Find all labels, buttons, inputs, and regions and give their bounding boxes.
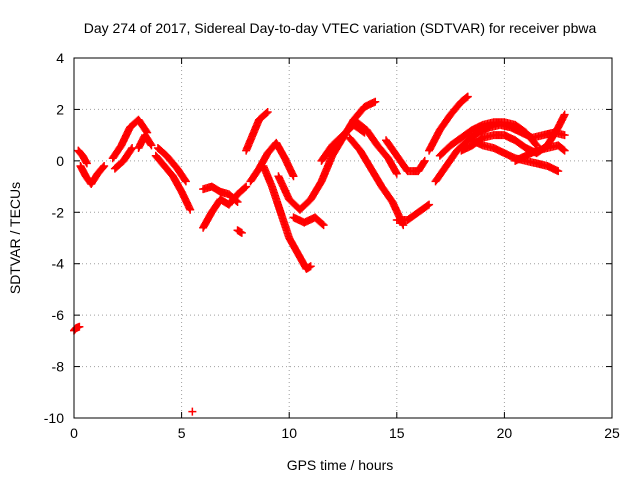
data-point: [463, 92, 472, 101]
data-point: [554, 167, 563, 176]
data-point: [242, 182, 251, 191]
x-tick-label: 0: [70, 425, 78, 441]
y-tick-label: 4: [56, 50, 64, 66]
series-track: [74, 146, 91, 168]
data-point: [318, 220, 327, 229]
data-point: [319, 221, 328, 230]
data-point: [181, 176, 190, 185]
series-track: [246, 138, 298, 186]
series-track: [134, 131, 156, 152]
series-track: [153, 144, 190, 186]
series-track: [199, 182, 242, 206]
data-point: [181, 177, 190, 186]
x-tick-label: 20: [497, 425, 513, 441]
data-point: [560, 131, 569, 140]
y-tick-label: 2: [56, 101, 64, 117]
x-axis-label: GPS time / hours: [287, 457, 394, 473]
x-tick-label: 10: [281, 425, 297, 441]
data-point: [99, 163, 108, 172]
series-track: [392, 200, 434, 224]
y-tick-label: -4: [52, 256, 65, 272]
plot-frame: [73, 57, 613, 419]
series-track: [382, 136, 429, 176]
data-point: [188, 407, 197, 416]
series-track: [233, 226, 246, 237]
series-track: [110, 144, 137, 173]
data-point: [559, 145, 568, 154]
data-point: [462, 93, 471, 102]
data-point: [423, 201, 432, 210]
data-point: [531, 140, 540, 149]
data-point: [420, 156, 429, 165]
series-track: [76, 162, 109, 188]
y-tick-label: 0: [56, 153, 64, 169]
data-point: [306, 262, 315, 271]
data-point: [371, 97, 380, 106]
y-tick-label: -8: [52, 359, 65, 375]
axis-ticks: [73, 57, 613, 419]
data-point: [262, 108, 271, 117]
data-point: [147, 141, 156, 150]
data-marks: [70, 92, 569, 416]
y-axis-label: SDTVAR / TECUs: [7, 182, 23, 294]
data-point: [237, 228, 246, 237]
series-track: [188, 407, 197, 416]
data-point: [392, 169, 401, 178]
data-point: [146, 140, 155, 149]
data-point: [82, 159, 91, 168]
data-point: [127, 145, 136, 154]
data-point: [560, 146, 569, 155]
data-point: [233, 198, 242, 206]
grid-lines: [74, 58, 612, 418]
series-track: [242, 108, 272, 155]
series-track: [151, 151, 195, 214]
series-track: [511, 141, 569, 165]
y-tick-label: -10: [44, 410, 64, 426]
series-track: [435, 118, 541, 160]
series-track: [425, 92, 472, 155]
x-tick-label: 15: [389, 425, 405, 441]
series-track: [317, 120, 369, 165]
series-track: [108, 115, 152, 163]
series-track: [259, 162, 315, 273]
x-tick-label: 5: [178, 425, 186, 441]
data-point: [425, 200, 434, 209]
series-track: [289, 213, 328, 230]
data-point: [186, 205, 195, 214]
data-point: [241, 183, 250, 192]
series-track: [345, 133, 408, 230]
y-tick-label: -6: [52, 307, 65, 323]
data-point: [75, 322, 84, 331]
data-point: [232, 197, 241, 206]
data-point: [419, 158, 428, 167]
chart-title: Day 274 of 2017, Sidereal Day-to-day VTE…: [84, 20, 597, 36]
x-tick-label: 25: [604, 425, 620, 441]
y-tick-label: -2: [52, 204, 65, 220]
series-track: [468, 136, 563, 176]
data-point: [100, 162, 109, 170]
data-point: [263, 108, 272, 116]
series-track: [349, 115, 401, 178]
series-track: [70, 322, 84, 335]
data-point: [560, 110, 569, 119]
data-point: [289, 172, 298, 181]
tick-labels: 0 5 10 15 20 25 -10 -8 -6 -4 -2 0 2 4: [44, 50, 620, 441]
